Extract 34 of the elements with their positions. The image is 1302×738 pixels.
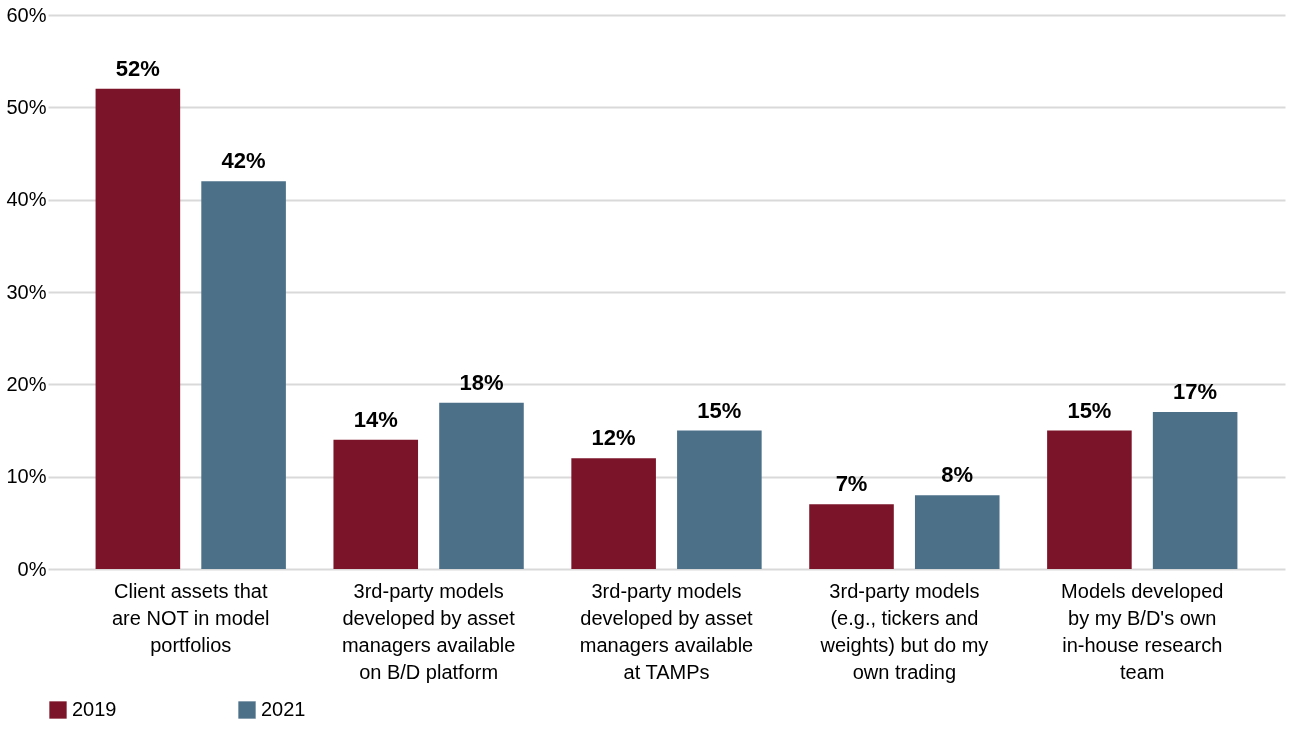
- bar: [333, 439, 419, 569]
- data-label: 42%: [221, 148, 266, 174]
- legend-label: 2021: [261, 698, 306, 720]
- bar: [1047, 430, 1132, 569]
- x-tick-label: 3rd-party models developed by asset managers available on B/D platform: [341, 579, 516, 683]
- bar: [1152, 412, 1238, 569]
- data-label: 8%: [941, 462, 974, 488]
- data-label: 15%: [1067, 397, 1112, 423]
- y-tick-label: 40%: [6, 188, 47, 211]
- y-tick-label: 0%: [17, 557, 47, 580]
- bar: [439, 402, 524, 569]
- data-label: 12%: [591, 425, 636, 451]
- x-tick-label: 3rd-party models developed by asset managers available at TAMPs: [579, 579, 754, 683]
- data-label: 52%: [115, 55, 160, 81]
- bar: [809, 504, 894, 569]
- data-label: 17%: [1173, 379, 1218, 405]
- x-tick-label: Client assets that are NOT in model portfolios: [111, 579, 270, 656]
- y-tick-label: 30%: [6, 280, 47, 303]
- bar: [677, 430, 762, 569]
- y-tick-label: 60%: [6, 3, 47, 26]
- bar: [914, 495, 1000, 569]
- x-tick-label: 3rd-party models (e.g., tickers and weights) but do my own trading: [819, 579, 989, 683]
- bar: [201, 181, 286, 569]
- legend-label: 2019: [72, 698, 117, 720]
- bar: [571, 458, 656, 569]
- data-label: 7%: [835, 471, 868, 497]
- y-tick-label: 50%: [6, 95, 47, 118]
- y-tick-label: 10%: [6, 465, 47, 488]
- data-label: 15%: [697, 397, 742, 423]
- data-label: 14%: [353, 406, 398, 432]
- bar: [95, 88, 181, 569]
- x-tick-label: Models developed by my B/D's own in-house research team: [1061, 579, 1224, 683]
- data-label: 18%: [459, 369, 504, 395]
- y-tick-label: 20%: [6, 372, 47, 395]
